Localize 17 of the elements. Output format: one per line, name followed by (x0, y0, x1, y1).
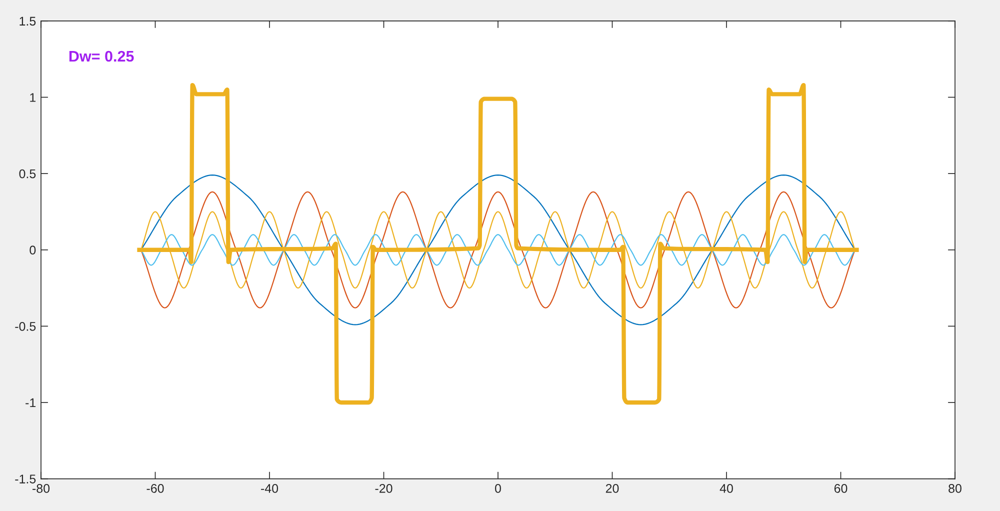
y-tick-label: 0.5 (19, 169, 36, 178)
y-tick-label: -1 (26, 398, 36, 408)
y-tick-label: 1.5 (20, 16, 36, 26)
x-tick-label: -40 (261, 484, 278, 493)
x-tick-label: -60 (146, 484, 164, 493)
annotation: Dw= 0.25 (69, 50, 134, 62)
x-tick-label: 20 (606, 484, 619, 493)
x-tick-label: 0 (495, 484, 501, 493)
x-tick-label: 80 (948, 484, 962, 493)
y-tick-label: 1 (30, 93, 36, 102)
y-tick-label: -0.5 (15, 322, 36, 331)
y-tick-label: -1.5 (15, 474, 36, 484)
x-tick-label: 40 (720, 484, 733, 493)
y-tick-label: 0 (30, 246, 36, 255)
x-tick-label: -80 (32, 484, 50, 493)
x-tick-label: -20 (375, 484, 392, 493)
x-tick-label: 60 (834, 484, 848, 493)
